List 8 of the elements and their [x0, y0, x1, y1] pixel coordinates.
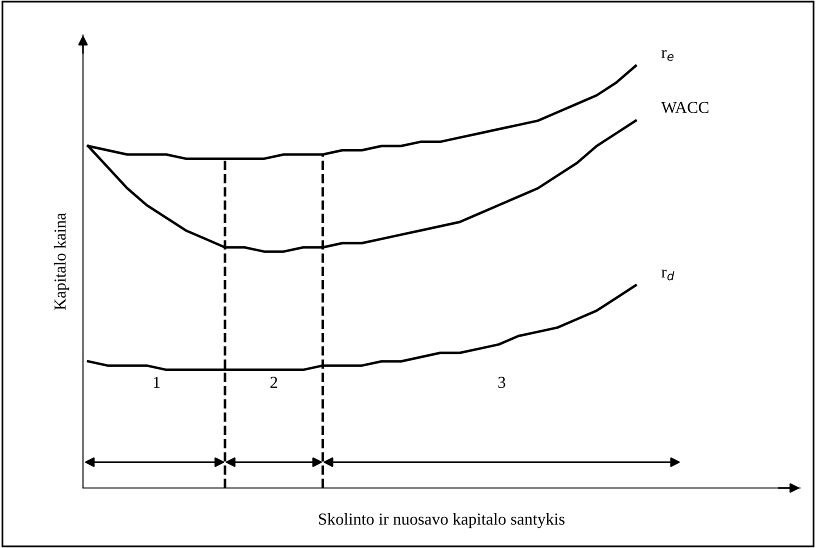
- annotation: 1: [154, 376, 160, 388]
- series-label: r$_{d}$: [661, 270, 674, 280]
- annotation: 2: [270, 376, 278, 388]
- annotation: 3: [498, 376, 506, 388]
- series-label: WACC: [661, 102, 708, 114]
- series-label: r$_{e}$: [661, 50, 674, 61]
- y-axis-title: Kapitalo kaina: [54, 212, 70, 310]
- x-axis-title: Skolinto ir nuosavo kapitalo santykis: [319, 513, 564, 528]
